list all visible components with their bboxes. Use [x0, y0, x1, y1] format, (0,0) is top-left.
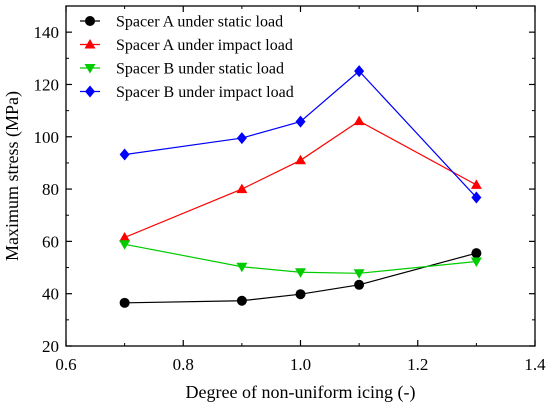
data-point: [295, 289, 306, 300]
x-axis: 0.6 0.8 1.0 1.2 1.4: [55, 6, 546, 374]
legend: Spacer A under static load Spacer A under…: [80, 14, 294, 101]
data-point: [119, 231, 131, 242]
data-point: [471, 191, 482, 204]
y-axis-title: Maximum stress (MPa): [2, 91, 23, 261]
series-line: [124, 120, 477, 239]
data-point: [85, 85, 95, 98]
data-point: [295, 115, 306, 128]
data-point: [295, 268, 306, 278]
legend-item: Spacer B under static load: [80, 61, 284, 78]
data-point: [119, 297, 130, 308]
data-point: [84, 64, 96, 74]
y-tick-label: 120: [34, 75, 60, 94]
legend-label: Spacer A under static load: [116, 14, 283, 31]
data-point: [119, 240, 131, 250]
data-point: [295, 154, 306, 165]
data-point: [84, 39, 96, 49]
y-tick-label: 80: [42, 180, 59, 199]
x-axis-title: Degree of non-uniform icing (-): [186, 382, 416, 403]
legend-label: Spacer B under impact load: [116, 84, 294, 101]
legend-item: Spacer B under impact load: [80, 84, 294, 101]
legend-label: Spacer B under static load: [116, 61, 284, 78]
y-tick-label: 60: [42, 232, 59, 251]
data-point: [354, 279, 365, 290]
series: [119, 248, 482, 308]
x-tick-label: 0.6: [55, 355, 76, 374]
legend-label: Spacer A under impact load: [116, 37, 293, 54]
data-point: [119, 148, 130, 161]
series-layer: [119, 65, 482, 308]
x-tick-label: 1.4: [524, 355, 546, 374]
x-tick-label: 0.8: [173, 355, 194, 374]
data-point: [236, 295, 247, 306]
series: [119, 240, 482, 279]
data-point: [353, 115, 365, 126]
x-tick-label: 1.2: [407, 355, 428, 374]
series: [119, 65, 482, 204]
data-point: [470, 257, 482, 268]
legend-item: Spacer A under impact load: [80, 37, 293, 54]
data-point: [85, 16, 95, 26]
data-point: [470, 179, 482, 189]
y-tick-label: 100: [34, 128, 60, 147]
series: [119, 115, 482, 242]
y-tick-label: 140: [34, 23, 60, 42]
data-point: [236, 262, 248, 273]
y-tick-label: 20: [42, 337, 59, 356]
legend-item: Spacer A under static load: [80, 14, 283, 31]
y-axis: 20 40 60 80 100 120 140: [34, 23, 535, 356]
data-point: [353, 269, 365, 279]
data-point: [236, 132, 247, 145]
data-point: [354, 65, 365, 78]
data-point: [471, 248, 482, 259]
y-tick-label: 40: [42, 285, 59, 304]
x-tick-label: 1.0: [290, 355, 311, 374]
data-point: [236, 183, 248, 194]
